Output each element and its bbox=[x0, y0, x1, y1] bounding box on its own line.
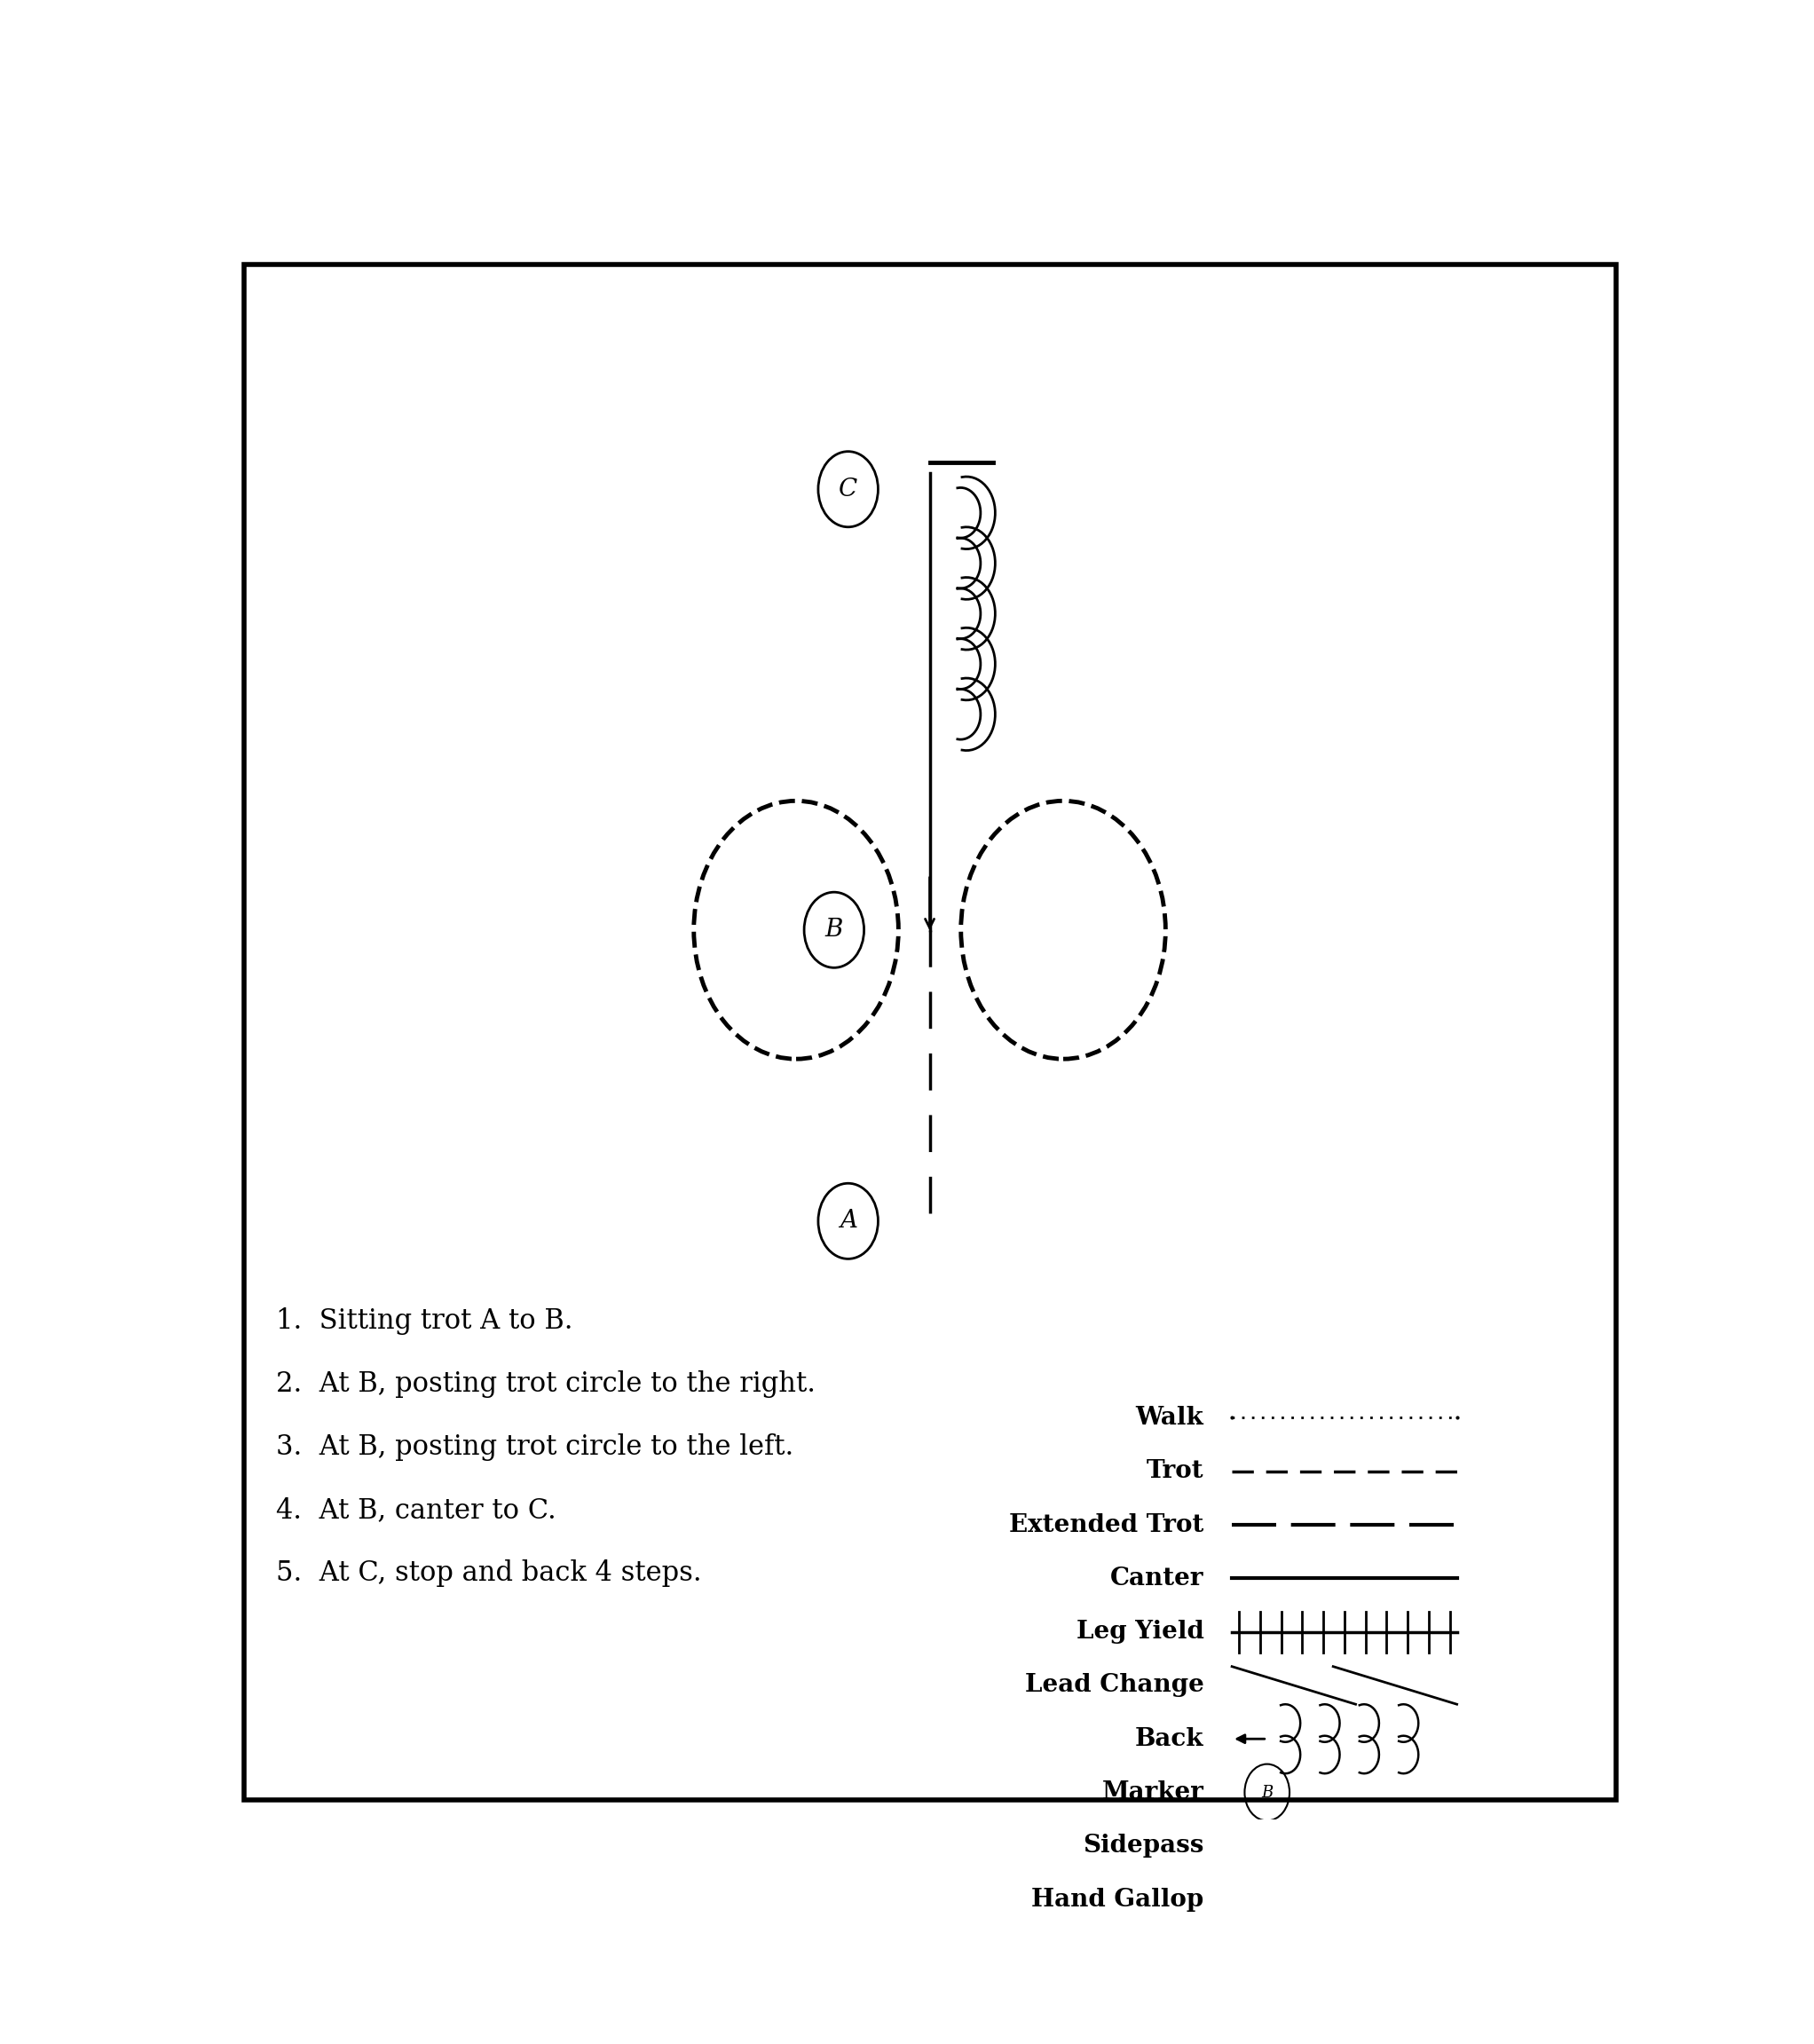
Text: 4.  At B, canter to C.: 4. At B, canter to C. bbox=[276, 1496, 557, 1525]
Text: Lead Change: Lead Change bbox=[1025, 1674, 1204, 1697]
Text: Back: Back bbox=[1136, 1727, 1204, 1752]
Text: B: B bbox=[1261, 1784, 1273, 1801]
Text: Extended Trot: Extended Trot bbox=[1009, 1513, 1204, 1537]
Text: Trot: Trot bbox=[1146, 1459, 1204, 1484]
Text: 5.  At C, stop and back 4 steps.: 5. At C, stop and back 4 steps. bbox=[276, 1560, 702, 1586]
Text: A: A bbox=[840, 1210, 856, 1233]
Text: Canter: Canter bbox=[1110, 1566, 1204, 1590]
Text: Hand Gallop: Hand Gallop bbox=[1032, 1887, 1204, 1911]
Text: Walk: Walk bbox=[1136, 1406, 1204, 1431]
Text: Sidepass: Sidepass bbox=[1083, 1833, 1204, 1858]
Text: 3.  At B, posting trot circle to the left.: 3. At B, posting trot circle to the left… bbox=[276, 1433, 793, 1461]
Text: C: C bbox=[838, 476, 858, 501]
Text: B: B bbox=[825, 918, 844, 942]
Text: 1.  Sitting trot A to B.: 1. Sitting trot A to B. bbox=[276, 1308, 573, 1335]
Text: Marker: Marker bbox=[1101, 1780, 1204, 1805]
Text: 2.  At B, posting trot circle to the right.: 2. At B, posting trot circle to the righ… bbox=[276, 1372, 816, 1398]
Text: Leg Yield: Leg Yield bbox=[1076, 1621, 1204, 1643]
